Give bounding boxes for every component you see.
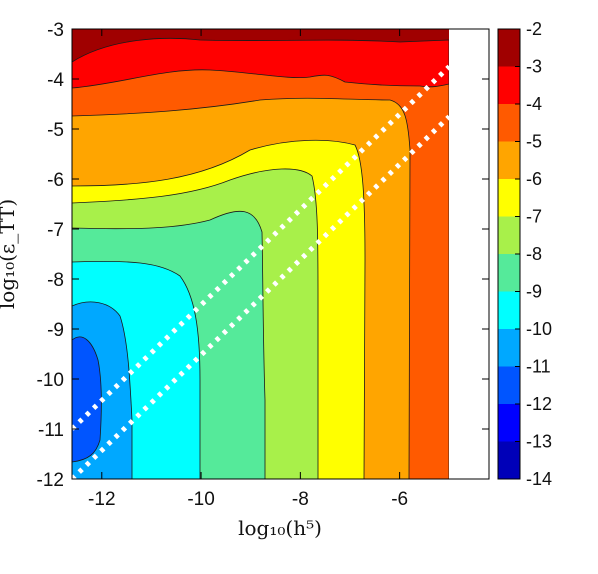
colorbar-tick-label: -4 — [526, 94, 542, 114]
band-level-minus-11 — [72, 336, 102, 462]
colorbar-swatch — [498, 179, 520, 217]
colorbar-tick-label: -5 — [526, 132, 542, 152]
overlay-dotted-line — [72, 64, 449, 431]
contour-lines — [72, 37, 449, 479]
y-tick-label: -11 — [38, 420, 64, 441]
colorbar-tick-label: -11 — [526, 357, 551, 377]
y-tick-label: -8 — [47, 270, 64, 291]
x-tick-label: -8 — [292, 489, 309, 510]
x-tick-label: -6 — [391, 489, 408, 510]
colorbar-swatch — [498, 66, 520, 105]
y-tick-label: -7 — [47, 220, 64, 241]
colorbar-tick-label: -14 — [526, 469, 552, 489]
y-tick-label: -4 — [47, 70, 64, 91]
y-tick-label: -5 — [47, 120, 64, 141]
y-tick-label: -9 — [47, 320, 64, 341]
y-tick-label: -6 — [47, 170, 64, 191]
y-axis-label: log₁₀(ε_TT) — [0, 199, 19, 309]
overlay-dotted-lines — [72, 64, 449, 479]
colorbar-tick-label: -2 — [526, 19, 542, 39]
colorbar: -2 -3 -4 -5 -6 -7 -8 -9 -10 -11 -12 -13 -14 — [497, 19, 552, 489]
x-tick-label: -12 — [88, 489, 115, 510]
colorbar-tick-label: -8 — [526, 244, 542, 264]
colorbar-swatch — [498, 329, 520, 367]
colorbar-swatch — [498, 366, 520, 405]
colorbar-swatch — [498, 104, 520, 142]
colorbar-swatch — [498, 254, 520, 292]
x-tick-label: -10 — [187, 489, 214, 510]
colorbar-swatch — [498, 291, 520, 330]
x-axis-ticks: -12 -10 -8 -6 — [88, 29, 408, 510]
contour-fill-regions — [72, 29, 449, 479]
colorbar-swatch — [498, 404, 520, 442]
colorbar-swatch — [498, 29, 520, 67]
y-axis-ticks: -3 -4 -5 -6 -7 -8 -9 -10 -11 -12 — [37, 20, 489, 491]
colorbar-tick-label: -9 — [526, 282, 542, 302]
colorbar-swatch — [498, 216, 520, 255]
colorbar-tick-label: -6 — [526, 169, 542, 189]
colorbar-tick-label: -3 — [526, 57, 542, 77]
colorbar-tick-label: -13 — [526, 432, 552, 452]
x-axis-label: log₁₀(h⁵) — [238, 516, 322, 540]
colorbar-swatch — [498, 141, 520, 180]
colorbar-swatch — [498, 441, 520, 480]
plot-frame — [71, 28, 490, 480]
y-tick-label: -3 — [47, 20, 64, 41]
colorbar-tick-label: -10 — [526, 319, 552, 339]
y-tick-label: -12 — [37, 470, 64, 491]
colorbar-tick-label: -12 — [526, 394, 552, 414]
y-tick-label: -10 — [37, 370, 64, 391]
overlay-dotted-line — [72, 114, 449, 479]
colorbar-tick-label: -7 — [526, 207, 542, 227]
